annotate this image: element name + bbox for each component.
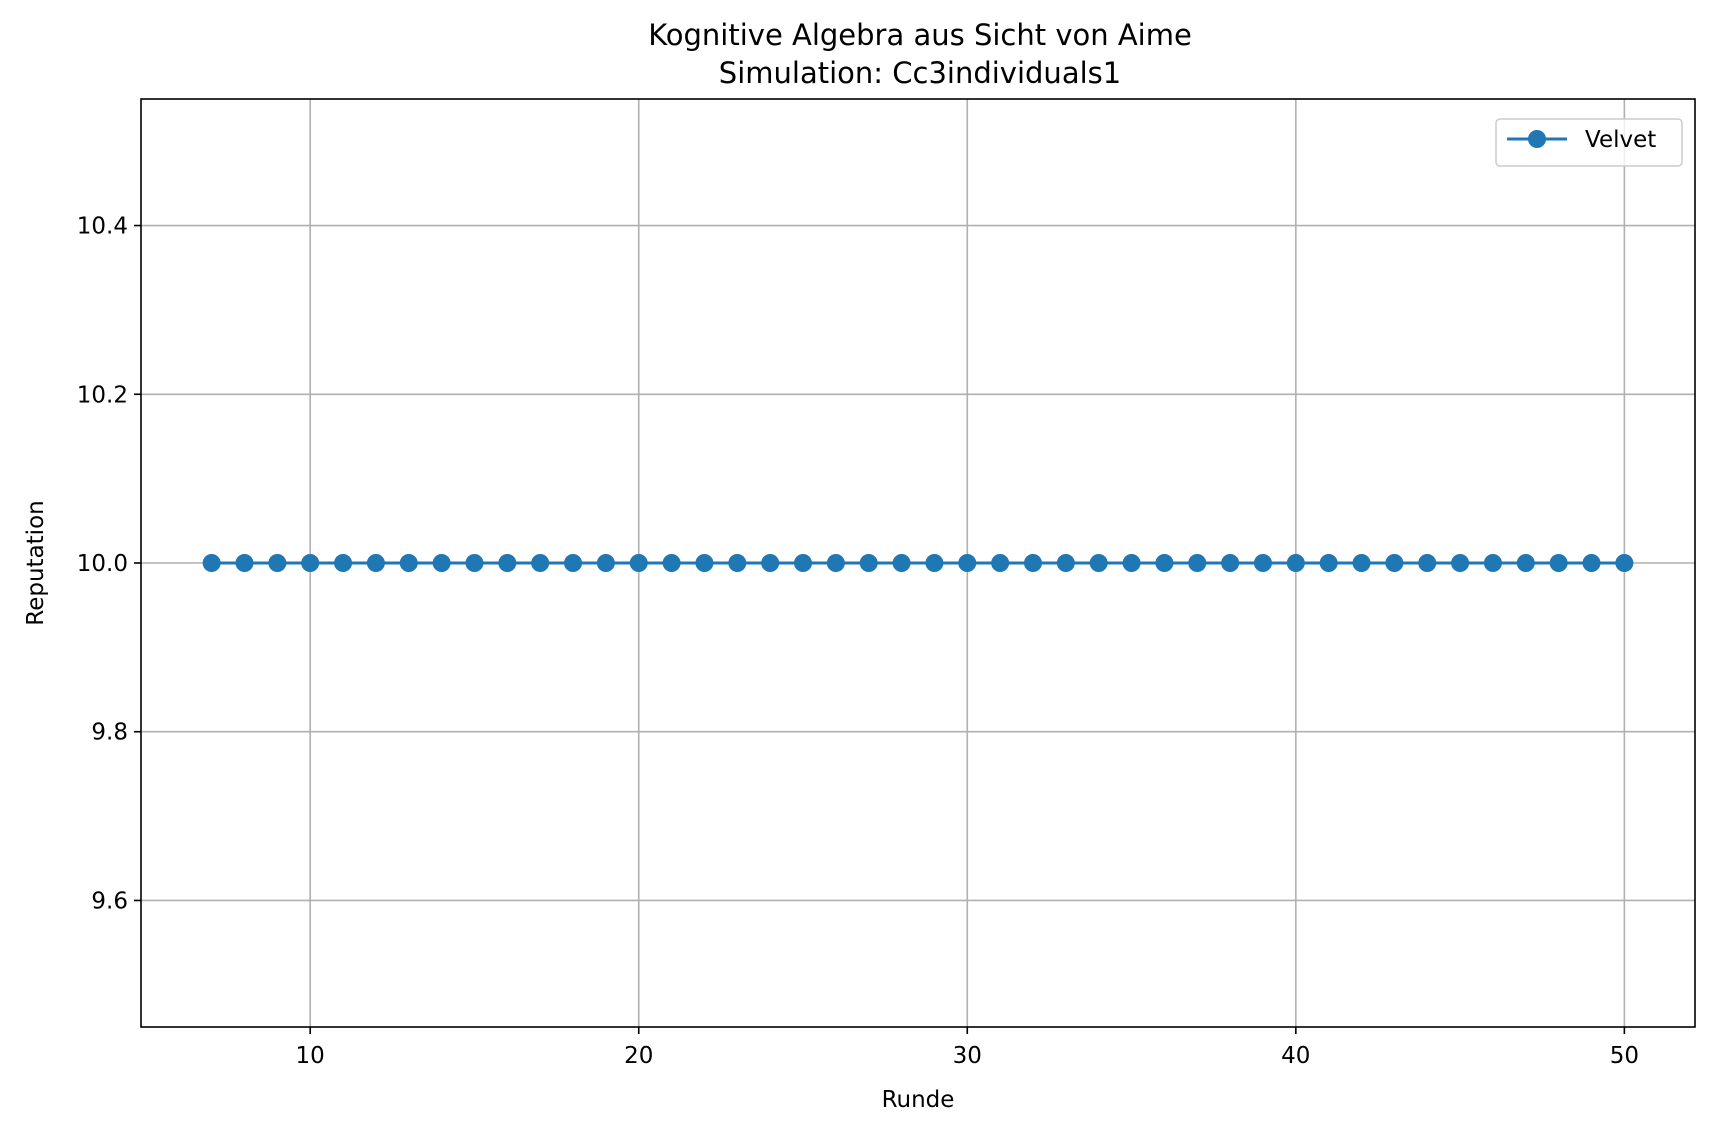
data-point [1188,554,1207,572]
data-point [432,554,451,572]
data-point [1352,554,1371,572]
data-point [1056,554,1075,572]
data-point [826,554,845,572]
data-point [1155,554,1174,572]
legend: Velvet [1495,118,1683,167]
data-point [1286,554,1305,572]
data-point [1253,554,1272,572]
y-tick-label: 9.6 [91,888,128,914]
data-point [1385,554,1404,572]
y-tick-label: 10.0 [77,551,128,577]
data-point [596,554,615,572]
y-tick-label: 9.8 [91,720,128,746]
data-point [1023,554,1042,572]
data-point [1516,554,1535,572]
x-tick-label: 30 [953,1043,982,1069]
data-point [728,554,747,572]
data-point [892,554,911,572]
ticks: 10 20 30 40 50 9.6 9.8 10.0 10.2 10.4 [77,214,1639,1069]
data-point [301,554,320,572]
data-point [531,554,550,572]
x-tick-label: 10 [296,1043,325,1069]
y-tick-label: 10.4 [77,214,128,240]
data-point [991,554,1010,572]
data-point [399,554,418,572]
data-point [366,554,385,572]
data-point [1582,554,1601,572]
data-point [465,554,484,572]
data-point [334,554,353,572]
legend-label-velvet: Velvet [1585,127,1656,153]
x-axis-label: Runde [882,1087,955,1113]
data-point [859,554,878,572]
data-point [268,554,287,572]
chart-subtitle: Simulation: Cc3individuals1 [719,56,1121,90]
chart-title: Kognitive Algebra aus Sicht von Aime [648,18,1192,52]
data-point [695,554,714,572]
data-point [498,554,517,572]
y-axis-label: Reputation [23,500,49,625]
data-point [1319,554,1338,572]
data-point [1615,554,1634,572]
data-point [1122,554,1141,572]
x-tick-label: 40 [1281,1043,1310,1069]
data-point [202,554,221,572]
data-point [662,554,681,572]
data-point [629,554,648,572]
legend-marker-velvet [1528,130,1546,148]
data-point [1483,554,1502,572]
x-tick-label: 50 [1610,1043,1639,1069]
x-tick-label: 20 [624,1043,653,1069]
series-layer [202,554,1634,572]
data-point [925,554,944,572]
data-point [564,554,583,572]
data-point [1549,554,1568,572]
data-point [958,554,977,572]
legend-frame [1495,118,1683,167]
data-point [761,554,780,572]
data-point [1451,554,1470,572]
data-point [1418,554,1437,572]
data-point [1221,554,1240,572]
data-point [235,554,254,572]
data-point [1089,554,1108,572]
data-point [794,554,813,572]
y-tick-label: 10.2 [77,382,128,408]
